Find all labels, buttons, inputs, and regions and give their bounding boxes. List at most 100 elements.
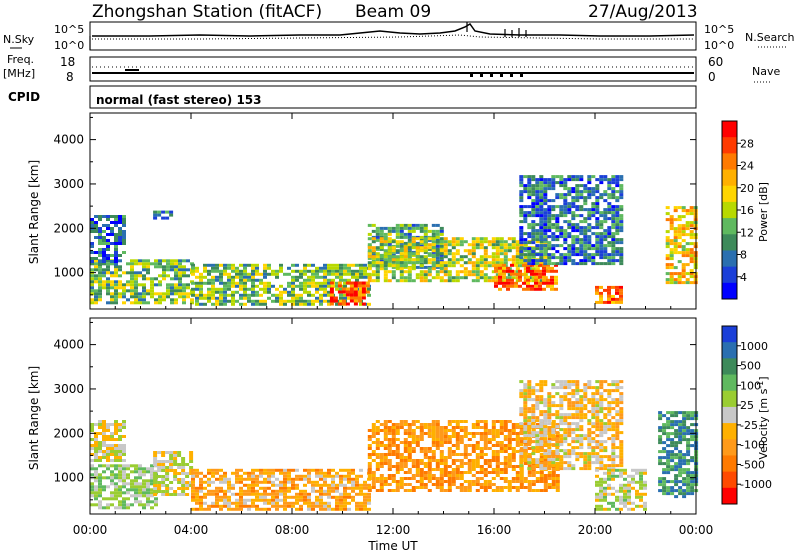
velocity-cell	[547, 435, 552, 438]
power-cell	[146, 265, 150, 269]
velocity-cell	[215, 489, 219, 493]
velocity-cell	[395, 462, 400, 465]
velocity-cell	[567, 428, 572, 432]
power-cell	[231, 278, 235, 282]
power-cell	[134, 283, 138, 287]
velocity-cell	[666, 459, 671, 463]
power-cell	[538, 269, 542, 273]
velocity-cell	[387, 489, 392, 492]
velocity-cell	[367, 465, 372, 468]
velocity-cell	[153, 490, 158, 493]
velocity-cell	[559, 401, 564, 405]
velocity-cell	[567, 425, 572, 429]
power-cell	[319, 275, 323, 279]
velocity-cell	[287, 474, 291, 478]
velocity-cell	[371, 432, 376, 435]
velocity-cell	[575, 407, 580, 411]
power-cell	[339, 287, 343, 291]
velocity-cell	[307, 492, 311, 496]
velocity-cell	[122, 473, 126, 477]
velocity-cell	[319, 498, 323, 502]
power-cell	[122, 233, 126, 236]
velocity-cell	[383, 426, 388, 429]
velocity-cell	[161, 484, 166, 487]
velocity-cell	[439, 453, 444, 456]
power-cell	[279, 266, 283, 270]
power-cell	[427, 270, 432, 274]
power-cell	[475, 279, 480, 283]
velocity-cell	[611, 471, 615, 475]
power-cell	[339, 296, 343, 300]
velocity-cell	[611, 437, 616, 441]
power-cell	[407, 246, 412, 250]
power-cell	[555, 229, 560, 233]
power-cell	[323, 290, 327, 294]
velocity-cell	[431, 426, 436, 429]
velocity-cell	[475, 477, 480, 480]
velocity-cell	[515, 432, 520, 435]
power-cell	[387, 246, 392, 250]
velocity-cell	[295, 486, 299, 490]
velocity-cell	[165, 484, 170, 487]
power-cell	[291, 287, 295, 291]
velocity-cell	[527, 443, 532, 447]
velocity-cell	[471, 480, 476, 483]
velocity-cell	[359, 489, 363, 493]
velocity-cell	[539, 443, 544, 447]
power-cell	[534, 278, 538, 282]
velocity-cell	[595, 416, 600, 420]
velocity-cell	[543, 410, 548, 414]
velocity-cell	[483, 420, 488, 423]
power-cell	[527, 247, 532, 251]
velocity-cell	[419, 438, 424, 441]
power-cell	[307, 278, 311, 282]
power-cell	[157, 213, 162, 217]
power-cell	[98, 236, 102, 239]
velocity-cell	[611, 468, 615, 472]
power-cell	[182, 295, 186, 299]
velocity-cell	[98, 444, 102, 447]
power-cell	[211, 266, 215, 270]
velocity-cell	[583, 467, 588, 471]
power-cell	[575, 238, 580, 242]
velocity-cell	[666, 471, 671, 475]
power-cell	[219, 290, 223, 294]
velocity-cell	[122, 459, 126, 462]
power-cell	[407, 273, 412, 277]
power-cell	[251, 287, 255, 291]
velocity-cell	[90, 482, 94, 486]
velocity-cell	[599, 455, 604, 459]
power-cell	[419, 226, 424, 230]
velocity-cell	[154, 503, 158, 507]
velocity-cell	[583, 434, 588, 438]
power-cell	[551, 199, 556, 203]
power-cell	[611, 226, 616, 230]
power-cell	[491, 255, 496, 259]
velocity-cell	[666, 432, 671, 436]
velocity-cell	[435, 486, 440, 489]
power-cell	[510, 269, 514, 273]
power-cell	[531, 190, 536, 194]
velocity-cell	[439, 489, 444, 492]
velocity-cell	[161, 451, 166, 454]
power-cell	[319, 296, 323, 300]
power-cell	[681, 206, 686, 210]
velocity-cell	[191, 486, 195, 490]
power-cell	[411, 252, 416, 256]
power-cell	[527, 190, 532, 194]
power-cell	[383, 276, 388, 280]
velocity-cell	[215, 477, 219, 481]
power-cell	[327, 269, 331, 273]
power-cell	[170, 298, 174, 302]
power-cell	[379, 240, 384, 244]
power-cell	[379, 243, 384, 247]
velocity-cell	[551, 434, 556, 438]
power-cell	[519, 238, 524, 242]
velocity-cell	[451, 420, 456, 423]
power-cell	[403, 264, 408, 268]
power-cell	[567, 178, 572, 182]
power-cell	[150, 283, 154, 287]
power-cell	[619, 238, 624, 242]
velocity-cell	[611, 501, 615, 505]
velocity-cell	[535, 419, 540, 423]
